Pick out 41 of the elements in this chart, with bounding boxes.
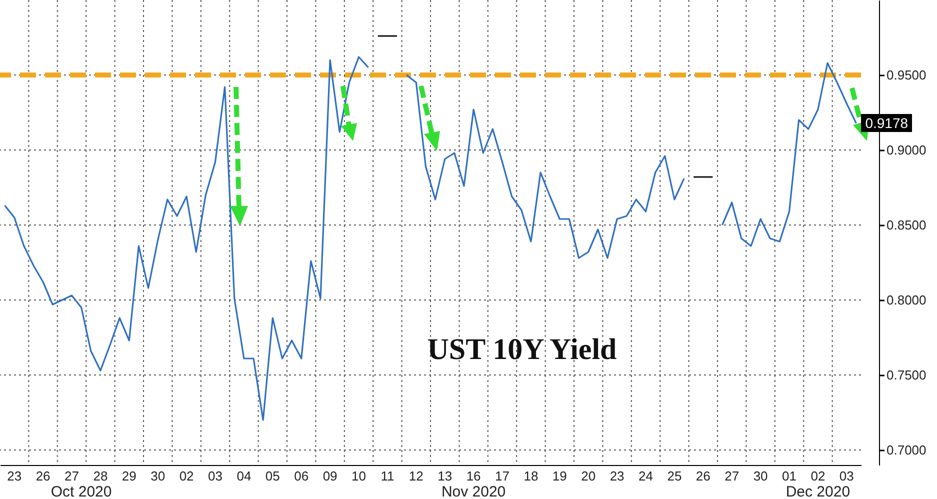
y-tick-label: 0.7000 bbox=[886, 442, 926, 458]
x-tick-label: 27 bbox=[724, 468, 740, 484]
x-tick-label: 03 bbox=[208, 468, 222, 484]
x-tick-label: 20 bbox=[581, 468, 596, 484]
x-tick-label: 09 bbox=[322, 468, 338, 484]
x-tick-label: 05 bbox=[265, 468, 280, 484]
x-tick-label: 23 bbox=[610, 468, 624, 484]
y-tick-label: 0.8000 bbox=[886, 292, 926, 308]
x-tick-label: 13 bbox=[438, 468, 452, 484]
x-tick-label: 26 bbox=[696, 468, 710, 484]
x-tick-label: 12 bbox=[408, 468, 424, 484]
text: Nov 2020 bbox=[441, 484, 506, 499]
y-tick-label: 0.9500 bbox=[886, 68, 926, 82]
x-tick-label: 06 bbox=[294, 468, 309, 484]
x-tick-label: 23 bbox=[7, 468, 22, 484]
text: Dec 2020 bbox=[786, 484, 850, 499]
x-tick-label: 30 bbox=[150, 468, 166, 484]
x-tick-label: 11 bbox=[380, 468, 394, 484]
y-tick-label: 0.9000 bbox=[886, 142, 926, 158]
x-tick-label: 28 bbox=[93, 468, 108, 484]
data-label: 0.9178 bbox=[861, 114, 912, 132]
x-tick-label: 26 bbox=[36, 468, 50, 484]
x-tick-label: 17 bbox=[495, 468, 510, 484]
x-tick-label: 02 bbox=[810, 468, 826, 484]
x-tick-label: 29 bbox=[122, 468, 136, 484]
annotation: UST 10Y Yield bbox=[427, 333, 617, 367]
x-tick-label: 16 bbox=[466, 468, 481, 484]
x-tick-label: 25 bbox=[667, 468, 682, 484]
x-tick-label: 30 bbox=[753, 468, 768, 484]
x-tick-label: 03 bbox=[839, 468, 854, 484]
y-tick-label: 0.8500 bbox=[886, 218, 926, 232]
x-tick-label: 19 bbox=[552, 468, 567, 484]
x-tick-label: 18 bbox=[524, 468, 538, 484]
text: Oct 2020 bbox=[50, 484, 112, 499]
x-tick-label: 10 bbox=[352, 468, 366, 484]
x-tick-label: 01 bbox=[782, 468, 796, 484]
x-tick-label: 24 bbox=[638, 468, 653, 484]
y-tick-label: 0.7500 bbox=[886, 368, 926, 382]
x-tick-label: 02 bbox=[179, 468, 194, 484]
x-tick-label: 27 bbox=[64, 468, 79, 484]
x-tick-label: 04 bbox=[236, 468, 252, 484]
